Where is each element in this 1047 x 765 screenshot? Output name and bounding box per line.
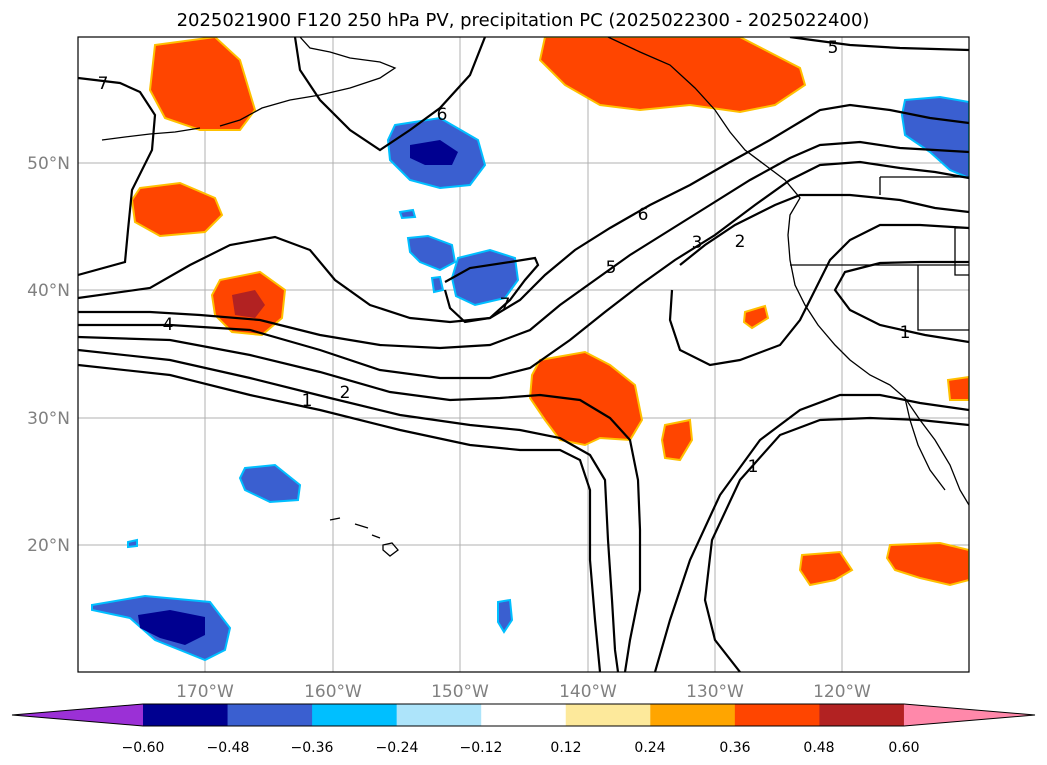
negative-precip-areas [91,95,969,662]
colorbar-tick-label: −0.12 [460,740,503,756]
coastline-aleutians [101,127,201,141]
contour-label: 7 [500,295,511,315]
precip-core [138,610,205,645]
precip-area [430,275,445,294]
longitude-labels: 170°W 160°W 150°W 140°W 130°W 120°W [176,682,871,702]
contour-2-west [78,348,620,672]
contour-label: 1 [900,323,911,343]
contour-label: 5 [606,258,617,278]
precip-area [497,598,514,634]
contour-7-west [78,76,157,277]
colorbar-segment [312,704,398,726]
border-lines [790,176,969,331]
precip-area [148,37,257,131]
contour-1-south [653,393,969,672]
colorbar-tick-label: −0.36 [291,740,334,756]
contour-3-east [679,193,969,266]
colorbar-segment [481,704,567,726]
contour-3-west [78,335,642,672]
colorbar-ticks: −0.60 −0.48 −0.36 −0.24 −0.12 0.12 0.24 … [122,740,920,756]
lon-label: 120°W [813,682,871,702]
colorbar-tick-label: 0.36 [719,740,750,756]
precip-area [130,181,224,238]
contour-label: 3 [692,233,703,253]
contour-1-east [833,260,969,344]
colorbar-outline [11,703,1036,727]
precip-area [127,538,138,549]
latitude-labels: 50°N 40°N 30°N 20°N [27,154,70,556]
colorbar-tick-label: 0.12 [550,740,581,756]
lon-label: 150°W [431,682,489,702]
coastline-baja [904,397,946,491]
contour-label: 4 [163,315,174,335]
lon-label: 170°W [176,682,234,702]
precip-area [406,234,457,272]
contour-4 [78,160,969,380]
colorbar-tick-label: 0.48 [803,740,834,756]
colorbar-extend-max [903,704,1035,726]
precip-core [410,140,458,165]
coastline-north-america [607,37,969,506]
lon-label: 140°W [559,682,617,702]
colorbar-tick-label: 0.24 [634,740,665,756]
precip-area [398,208,417,220]
precip-core [232,290,265,318]
precip-area [946,375,969,401]
colorbar-tick-label: −0.48 [207,740,250,756]
lon-label: 160°W [304,682,362,702]
positive-precip-areas [130,37,969,587]
contour-6-north [293,37,487,152]
contour-label: 1 [748,457,759,477]
precip-area [538,37,807,114]
contour-1-west [78,363,602,672]
map-frame [77,36,970,673]
contour-5-north [789,37,969,52]
pv-contours [78,37,969,672]
colorbar-segment [819,704,905,726]
colorbar-segment [650,704,736,726]
contour-label: 6 [437,105,448,125]
lat-label: 30°N [27,409,70,429]
contour-2-east [668,223,969,367]
colorbar-segment [143,704,229,726]
contour-label: 2 [340,383,351,403]
lon-label: 130°W [686,682,744,702]
precip-area [660,418,694,462]
colorbar [11,703,1036,727]
lat-label: 50°N [27,154,70,174]
colorbar-tick-label: −0.24 [376,740,419,756]
precip-area [742,304,770,330]
contour-labels: 7 6 4 2 1 7 6 5 3 2 1 1 5 [98,38,911,477]
coastline-hawaii [329,517,399,557]
contour-label: 1 [302,391,313,411]
coastlines [101,37,969,557]
precip-area [900,95,969,180]
colorbar-segment [565,704,651,726]
precip-area [238,463,302,504]
contour-label: 5 [828,38,839,58]
contour-5 [78,140,969,350]
colorbar-segment [734,704,820,726]
precip-area [798,550,854,587]
map-content: 7 6 4 2 1 7 6 5 3 2 1 1 5 [78,37,969,672]
colorbar-tick-label: −0.60 [122,740,165,756]
coastline-alaska-peninsula [219,37,397,127]
contour-label: 6 [638,205,649,225]
contour-1-inner [703,416,969,672]
contour-label: 2 [735,232,746,252]
contour-6 [78,103,969,324]
colorbar-tick-label: 0.60 [888,740,919,756]
contour-label: 7 [98,74,109,94]
map-title: 2025021900 F120 250 hPa PV, precipitatio… [177,10,870,31]
colorbar-segment [227,704,313,726]
lat-label: 20°N [27,536,70,556]
colorbar-segment [396,704,482,726]
colorbar-extend-min [12,704,143,726]
precip-area [885,541,969,587]
contour-7-closed [443,256,540,324]
lat-label: 40°N [27,281,70,301]
